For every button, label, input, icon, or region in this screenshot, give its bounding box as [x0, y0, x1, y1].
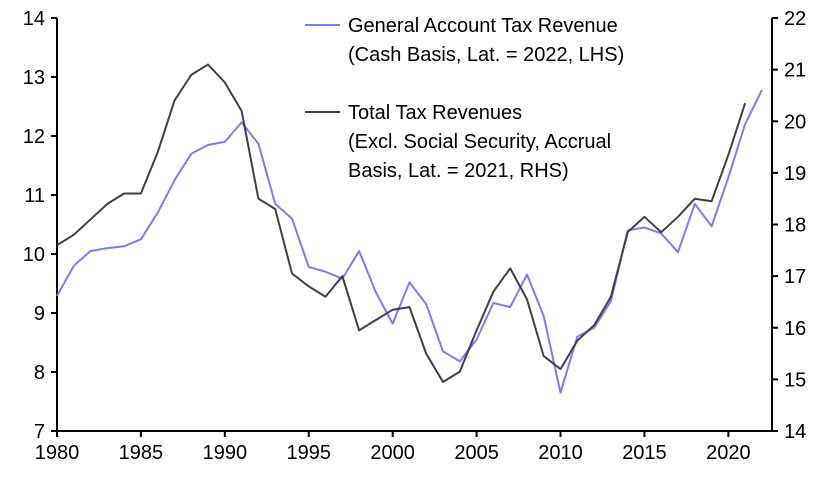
left-tick-label: 7: [34, 421, 45, 443]
left-tick-label: 12: [23, 126, 45, 148]
right-tick-label: 18: [784, 215, 806, 237]
right-tick-label: 17: [784, 266, 806, 288]
x-tick-label: 1985: [119, 442, 164, 464]
left-tick-label: 11: [24, 185, 45, 207]
x-tick-label: 2010: [538, 442, 583, 464]
x-tick-label: 2020: [706, 442, 751, 464]
axes: 7 8 9 10 11 12 13 14 14 15 16 17 18 19 20 21 22 1980 1985 1…: [23, 8, 807, 464]
right-tick-label: 21: [784, 60, 806, 82]
right-tick-label: 15: [784, 369, 806, 391]
left-tick-label: 13: [23, 67, 45, 89]
right-tick-label: 16: [784, 318, 806, 340]
left-tick-label: 8: [34, 362, 45, 384]
x-tick-label: 2005: [454, 442, 499, 464]
x-tick-label: 1980: [35, 442, 80, 464]
legend-label: Total Tax Revenues: [348, 102, 522, 124]
x-tick-label: 1990: [203, 442, 248, 464]
legend-label: Basis, Lat. = 2021, RHS): [348, 160, 569, 182]
x-tick-label: 2000: [370, 442, 415, 464]
x-tick-label: 1995: [287, 442, 332, 464]
right-tick-label: 22: [784, 8, 806, 30]
legend: General Account Tax Revenue (Cash Basis, …: [305, 15, 624, 182]
left-tick-label: 14: [23, 8, 45, 30]
left-tick-label: 9: [34, 303, 45, 325]
legend-label: (Excl. Social Security, Accrual: [348, 131, 611, 153]
right-tick-label: 14: [784, 421, 806, 443]
right-tick-label: 19: [784, 163, 806, 185]
right-tick-label: 20: [784, 111, 806, 133]
left-tick-label: 10: [23, 244, 45, 266]
legend-label: (Cash Basis, Lat. = 2022, LHS): [348, 44, 624, 66]
legend-label: General Account Tax Revenue: [348, 15, 618, 37]
x-tick-label: 2015: [622, 442, 667, 464]
